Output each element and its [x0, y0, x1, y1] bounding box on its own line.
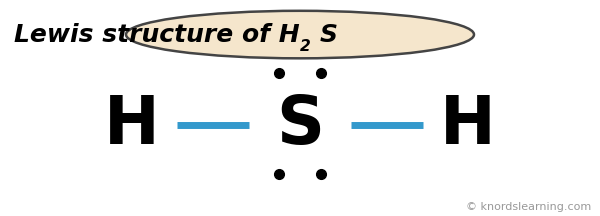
Text: S: S [319, 22, 337, 47]
Text: Lewis structure of H: Lewis structure of H [14, 22, 300, 47]
Text: 2: 2 [300, 39, 311, 54]
Text: S: S [276, 92, 324, 158]
Text: H: H [104, 92, 160, 158]
Text: © knordslearning.com: © knordslearning.com [466, 202, 591, 212]
Text: H: H [440, 92, 496, 158]
Ellipse shape [126, 11, 474, 58]
